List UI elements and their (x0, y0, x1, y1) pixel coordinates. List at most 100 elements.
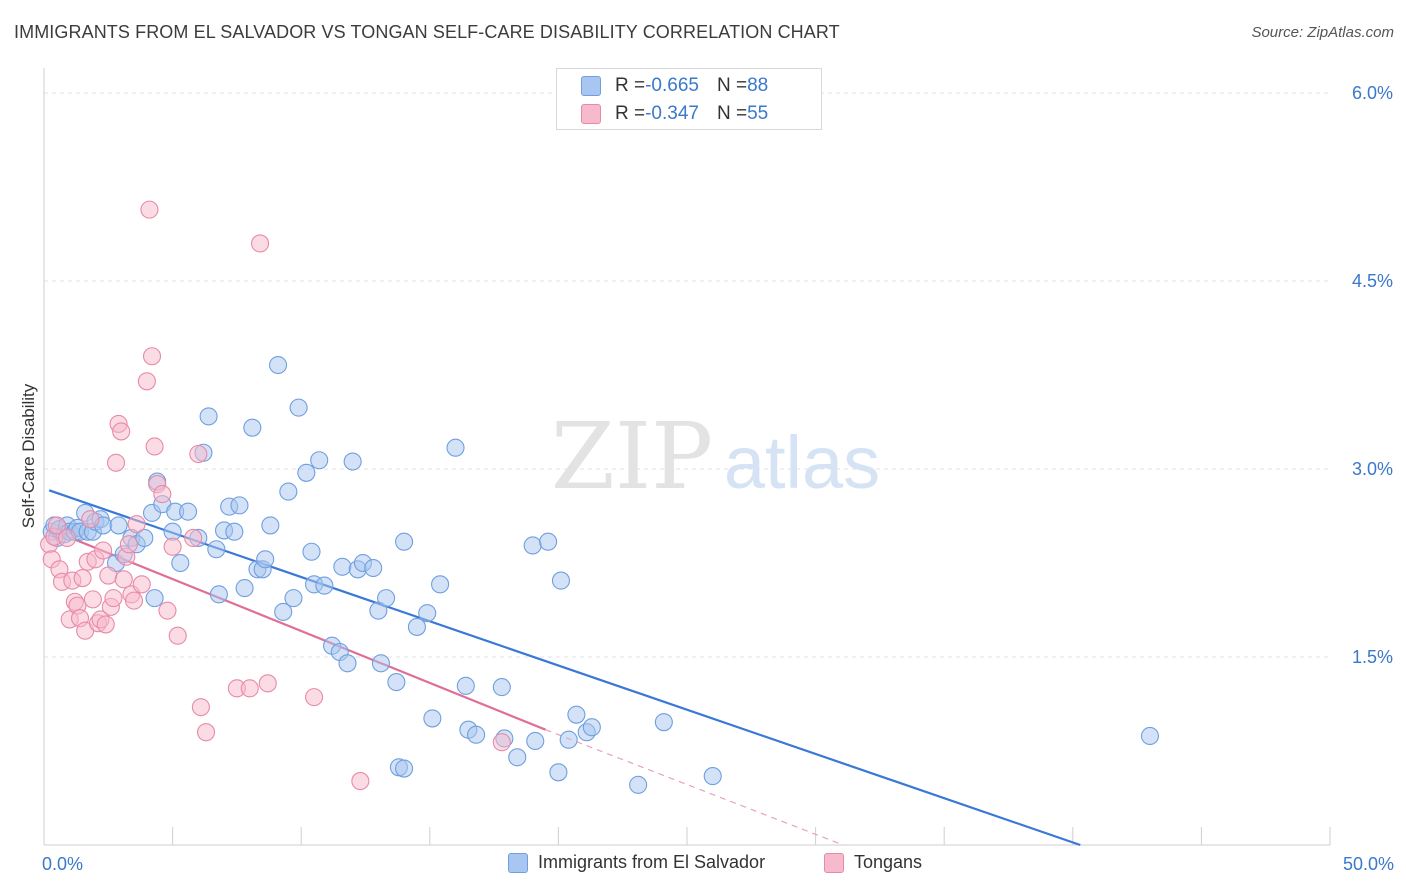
data-point (523, 536, 542, 555)
data-point (1140, 726, 1160, 746)
data-point (153, 485, 172, 504)
data-point (83, 590, 102, 609)
data-point (508, 748, 527, 767)
data-point (163, 537, 182, 556)
n-label: N = (716, 75, 748, 96)
data-point (302, 542, 321, 561)
trend-line-tongans-extension (545, 729, 844, 846)
data-point (207, 540, 226, 559)
data-point (225, 522, 244, 541)
data-point (338, 654, 357, 673)
data-point (431, 575, 450, 594)
data-point (456, 676, 475, 695)
data-point (119, 535, 138, 554)
r-value: -0.347 (645, 103, 699, 124)
data-point (114, 570, 133, 589)
data-point (418, 604, 437, 623)
data-point (47, 516, 66, 535)
data-point (209, 585, 228, 604)
data-point (567, 705, 586, 724)
watermark-atlas: atlas (724, 421, 880, 504)
data-point (145, 437, 164, 456)
data-point (235, 579, 254, 598)
data-point (94, 541, 113, 560)
data-point (124, 591, 144, 610)
data-point (395, 532, 414, 551)
data-point (189, 444, 208, 464)
data-point (539, 532, 558, 551)
data-point (163, 522, 182, 541)
data-point (199, 407, 218, 426)
data-point (135, 528, 154, 548)
y-tick-label: 4.5% (1352, 271, 1393, 291)
y-tick-label: 3.0% (1352, 459, 1393, 479)
data-point (467, 725, 486, 744)
data-point (73, 569, 92, 588)
data-point (243, 418, 262, 437)
data-point (109, 516, 128, 535)
data-point (377, 589, 396, 608)
data-point (191, 698, 210, 717)
data-point (526, 731, 545, 751)
data-point (703, 767, 722, 786)
data-point (137, 372, 156, 391)
x-tick-label: 0.0% (42, 854, 83, 874)
data-point (559, 730, 578, 749)
data-point (112, 422, 131, 441)
data-point (395, 759, 414, 778)
data-point (145, 589, 164, 608)
data-point (256, 550, 275, 569)
data-point (104, 589, 123, 608)
y-axis-label: Self-Care Disability (19, 383, 38, 528)
data-point (297, 463, 316, 482)
data-point (81, 510, 100, 529)
data-point (168, 626, 187, 645)
watermark: ZIP atlas (551, 403, 880, 510)
data-point (364, 558, 383, 578)
chart-title: IMMIGRANTS FROM EL SALVADOR VS TONGAN SE… (14, 22, 840, 42)
data-point (158, 601, 177, 620)
legend: Immigrants from El Salvador Tongans (0, 850, 1406, 880)
data-point (549, 763, 568, 782)
data-point (106, 453, 126, 472)
data-point (305, 688, 324, 707)
r-label: R = (615, 75, 646, 96)
data-point (310, 451, 329, 470)
data-point (184, 528, 203, 548)
data-point (629, 775, 648, 794)
stats-legend: R = -0.665 N = 88 R = -0.347 N = 55 (556, 68, 822, 130)
data-point (333, 557, 352, 576)
data-point (371, 654, 390, 673)
legend-item-tongans[interactable]: Tongans (824, 852, 922, 873)
legend-item-el-salvador[interactable]: Immigrants from El Salvador (508, 852, 765, 873)
grid-lines (44, 92, 1330, 658)
data-point (178, 502, 198, 521)
data-point (269, 355, 288, 375)
data-point (142, 347, 162, 366)
x-tick-labels: 0.0% 50.0% (42, 854, 1394, 874)
y-tick-label: 1.5% (1352, 647, 1393, 667)
y-tick-label: 6.0% (1352, 83, 1393, 103)
source-label: Source: ZipAtlas.com (1251, 24, 1394, 41)
axes (43, 68, 1331, 846)
data-point (96, 615, 115, 634)
data-point (99, 566, 118, 585)
y-tick-labels: 1.5% 3.0% 4.5% 6.0% (1352, 83, 1393, 667)
n-value: 88 (747, 75, 769, 96)
stats-swatch-tongans (581, 104, 601, 124)
data-point (230, 496, 249, 515)
data-point (289, 398, 308, 417)
stats-swatch-el-salvador (581, 76, 601, 96)
stats-row-el-salvador: R = -0.665 N = 88 (581, 73, 768, 99)
data-point (351, 772, 370, 791)
x-tick-label: 50.0% (1343, 854, 1394, 874)
r-value: -0.665 (645, 75, 699, 96)
r-label: R = (615, 103, 646, 124)
data-point (261, 516, 280, 535)
data-point (423, 709, 442, 728)
data-point (58, 528, 77, 548)
data-point (140, 200, 159, 219)
data-point (250, 234, 270, 253)
data-point (279, 482, 298, 501)
